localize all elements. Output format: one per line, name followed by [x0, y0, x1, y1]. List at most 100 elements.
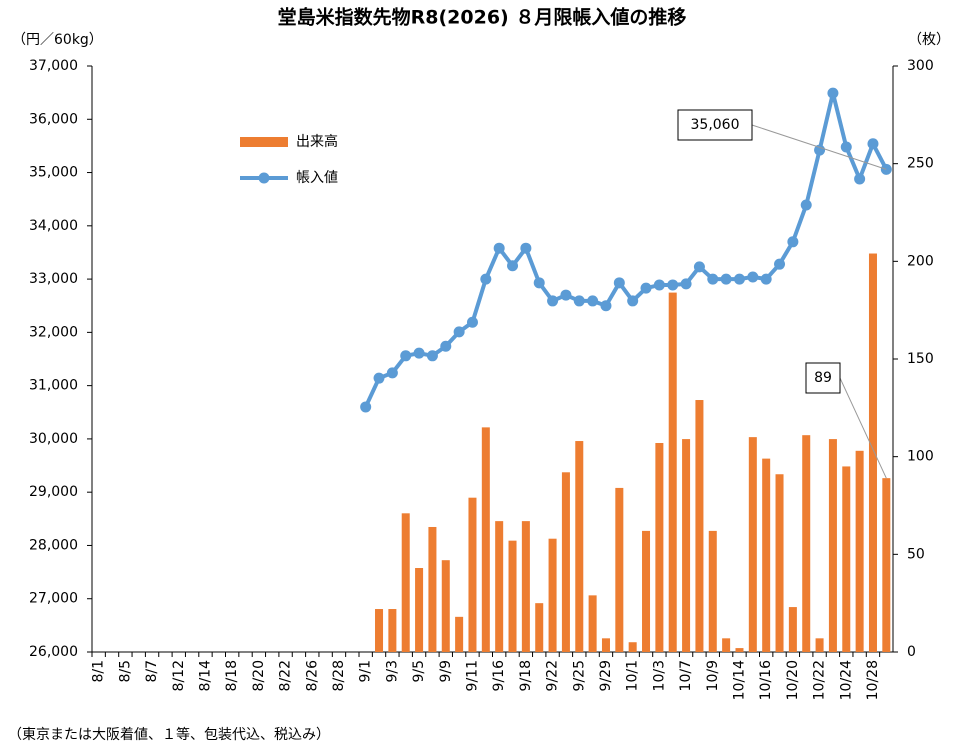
- y-tick-label: 30,000: [29, 431, 78, 447]
- point: [520, 242, 532, 254]
- x-tick-label: 8/18: [224, 660, 240, 691]
- x-tick-label: 10/22: [812, 660, 828, 700]
- x-tick-label: 8/12: [171, 660, 187, 691]
- point: [680, 278, 692, 290]
- bar: [668, 292, 677, 652]
- x-tick-label: 9/5: [411, 660, 427, 683]
- y-tick-label: 26,000: [29, 644, 78, 660]
- x-tick-label: 9/29: [598, 660, 614, 691]
- bar: [561, 472, 570, 652]
- point: [400, 350, 412, 362]
- x-tick-label: 10/20: [785, 660, 801, 700]
- bar: [375, 609, 384, 652]
- callout-leader: [751, 124, 887, 170]
- x-tick-label: 8/7: [144, 660, 160, 683]
- x-tick-label: 10/28: [865, 660, 881, 700]
- bar: [441, 560, 450, 652]
- point: [854, 173, 866, 185]
- y2-tick-label: 0: [907, 644, 916, 660]
- bar: [615, 487, 624, 652]
- y2-tick-label: 150: [907, 351, 934, 367]
- bar: [455, 616, 464, 652]
- legend: [230, 124, 370, 196]
- y-axis-label: （円／60kg）: [12, 32, 103, 48]
- x-tick-label: 9/3: [384, 660, 400, 683]
- bar: [495, 521, 504, 652]
- x-tick-label: 9/16: [491, 660, 507, 692]
- bar: [815, 638, 824, 652]
- point: [466, 316, 478, 328]
- x-tick-label: 10/3: [651, 660, 667, 691]
- bar: [548, 538, 557, 652]
- bar: [415, 568, 424, 652]
- point: [360, 401, 372, 413]
- y2-axis-label: （枚）: [908, 32, 950, 48]
- x-tick-label: 8/5: [117, 660, 133, 683]
- data-label: 35,060: [691, 117, 740, 133]
- chart-title: 堂島米指数先物R8(2026) ８月限帳入値の推移: [278, 6, 687, 29]
- bar: [802, 435, 811, 652]
- y-tick-label: 37,000: [29, 58, 78, 74]
- bar: [682, 439, 691, 652]
- bar: [601, 638, 610, 652]
- x-tick-label: 9/11: [464, 660, 480, 691]
- legend-swatch: [258, 172, 270, 184]
- point: [453, 326, 465, 338]
- bar: [748, 437, 757, 652]
- bar: [775, 474, 784, 652]
- point: [707, 273, 719, 285]
- point: [600, 300, 612, 312]
- point: [720, 273, 732, 285]
- x-tick-label: 8/1: [91, 660, 107, 683]
- y-tick-label: 34,000: [29, 218, 78, 234]
- point: [827, 87, 839, 99]
- bar: [762, 458, 771, 652]
- x-tick-label: 10/9: [705, 660, 721, 691]
- line: [363, 92, 889, 408]
- point: [747, 271, 759, 283]
- bar: [401, 513, 410, 652]
- y-tick-label: 31,000: [29, 378, 78, 394]
- x-tick-label: 9/1: [358, 660, 374, 683]
- point: [774, 258, 786, 270]
- bar: [521, 521, 530, 652]
- callout-leader: [839, 377, 887, 479]
- point: [573, 295, 585, 307]
- x-tick-label: 8/28: [331, 660, 347, 691]
- bar: [628, 642, 637, 652]
- point: [693, 261, 705, 273]
- bar: [868, 253, 877, 652]
- y-tick-label: 33,000: [29, 271, 78, 287]
- point: [560, 289, 572, 301]
- point: [613, 277, 625, 289]
- x-tick-label: 10/7: [678, 660, 694, 691]
- bar: [655, 442, 664, 652]
- point: [800, 199, 812, 211]
- bar: [428, 526, 437, 652]
- legend-label: 出来高: [296, 133, 338, 150]
- legend-label: 帳入値: [296, 170, 338, 186]
- point: [653, 279, 665, 291]
- bar: [722, 638, 731, 652]
- bar: [855, 450, 864, 652]
- bar: [388, 609, 397, 652]
- point: [667, 279, 679, 291]
- bar: [882, 478, 891, 652]
- point: [867, 138, 879, 150]
- x-tick-label: 10/1: [625, 660, 641, 691]
- x-tick-label: 8/20: [251, 660, 267, 691]
- point: [840, 141, 852, 153]
- bar: [842, 466, 851, 652]
- bar: [708, 530, 717, 652]
- point: [640, 282, 652, 294]
- x-tick-label: 9/9: [438, 660, 454, 683]
- y2-tick-label: 300: [907, 58, 934, 74]
- bar: [535, 603, 544, 652]
- data-label: 89: [814, 370, 832, 386]
- y-tick-label: 36,000: [29, 111, 78, 127]
- y-tick-label: 32,000: [29, 324, 78, 340]
- x-tick-label: 8/26: [304, 660, 320, 692]
- bar: [575, 441, 584, 652]
- y-tick-label: 35,000: [29, 165, 78, 181]
- point: [547, 295, 559, 307]
